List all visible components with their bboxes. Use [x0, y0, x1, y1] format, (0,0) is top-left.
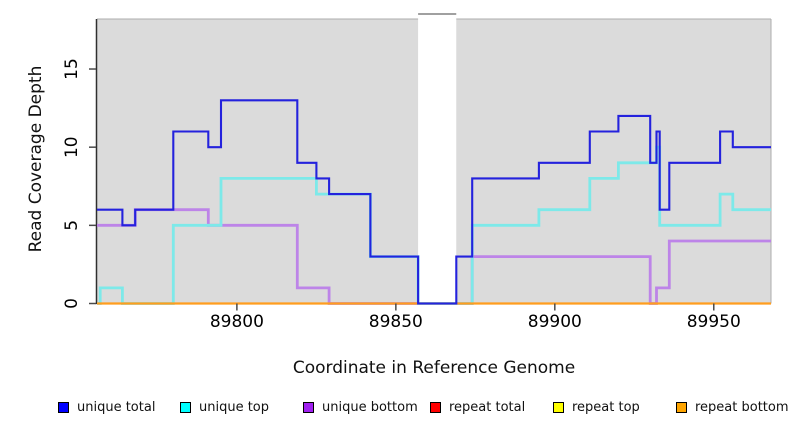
- legend-label: unique bottom: [322, 399, 418, 415]
- unique-top-swatch: [180, 401, 191, 413]
- series-line-unique-total: [97, 99, 771, 305]
- legend-label: repeat total: [449, 399, 526, 415]
- legend-item-repeat-total: repeat total: [430, 399, 526, 415]
- legend-item-unique-top: unique top: [180, 399, 270, 415]
- x-tick-label: 89950: [687, 312, 741, 332]
- legend-label: unique total: [77, 399, 156, 415]
- y-tick-label: 5: [62, 220, 82, 231]
- legend-label: repeat bottom: [695, 399, 789, 415]
- repeat-bottom-swatch: [676, 401, 687, 413]
- legend-item-unique-total: unique total: [58, 399, 156, 415]
- unique-total-swatch: [58, 401, 69, 413]
- legend-label: repeat top: [572, 399, 640, 415]
- legend-item-unique-bottom: unique bottom: [303, 399, 418, 415]
- unique-bottom-swatch: [303, 401, 314, 413]
- y-tick-label: 0: [62, 298, 82, 309]
- repeat-total-swatch: [430, 401, 441, 413]
- series-line-unique-top: [97, 145, 771, 305]
- legend-label: unique top: [199, 399, 270, 415]
- y-tick-label: 10: [62, 136, 82, 158]
- coverage-gap-band: [418, 13, 457, 304]
- legend-item-repeat-top: repeat top: [553, 399, 640, 415]
- legend-item-repeat-bottom: repeat bottom: [676, 399, 789, 415]
- x-tick-label: 89900: [528, 312, 582, 332]
- x-tick-label: 89800: [210, 312, 264, 332]
- y-axis-title: Read Coverage Depth: [26, 65, 46, 253]
- repeat-top-swatch: [553, 401, 564, 413]
- y-tick-label: 15: [62, 58, 82, 80]
- x-axis-title: Coordinate in Reference Genome: [292, 358, 576, 378]
- x-tick-label: 89850: [369, 312, 423, 332]
